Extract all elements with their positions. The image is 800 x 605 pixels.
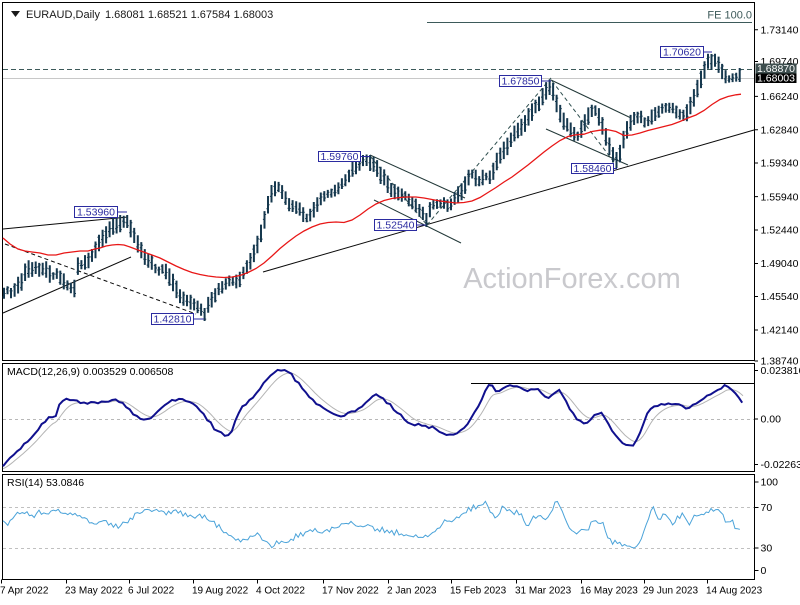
- svg-text:6 Jul 2022: 6 Jul 2022: [128, 585, 175, 596]
- svg-text:ActionForex.com: ActionForex.com: [463, 263, 681, 295]
- svg-text:100: 100: [761, 477, 779, 489]
- svg-text:1.59340: 1.59340: [761, 158, 799, 170]
- svg-text:7 Apr 2022: 7 Apr 2022: [0, 585, 49, 596]
- svg-text:FE 100.0: FE 100.0: [707, 10, 752, 22]
- svg-text:EURAUD,Daily: EURAUD,Daily: [26, 9, 100, 21]
- svg-text:1.55940: 1.55940: [761, 191, 799, 203]
- svg-text:1.70620: 1.70620: [663, 47, 701, 59]
- svg-text:31 Mar 2023: 31 Mar 2023: [515, 585, 572, 596]
- svg-text:1.49040: 1.49040: [761, 258, 799, 270]
- svg-text:1.66240: 1.66240: [761, 91, 799, 103]
- svg-text:MACD(12,26,9) 0.003529 0.00650: MACD(12,26,9) 0.003529 0.006508: [7, 366, 174, 378]
- svg-text:1.62840: 1.62840: [761, 124, 799, 136]
- svg-text:1.53960: 1.53960: [77, 207, 115, 219]
- svg-text:1.42810: 1.42810: [154, 314, 192, 326]
- svg-text:1.73140: 1.73140: [761, 24, 799, 36]
- svg-text:4 Oct 2022: 4 Oct 2022: [256, 585, 305, 596]
- svg-text:1.68003: 1.68003: [757, 73, 795, 85]
- svg-text:RSI(14) 53.0846: RSI(14) 53.0846: [7, 477, 84, 489]
- svg-text:19 Aug 2022: 19 Aug 2022: [192, 585, 249, 596]
- svg-text:1.58460: 1.58460: [574, 163, 612, 175]
- svg-text:2 Jan 2023: 2 Jan 2023: [387, 585, 437, 596]
- svg-text:23 May 2022: 23 May 2022: [65, 585, 123, 596]
- svg-text:1.42140: 1.42140: [761, 325, 799, 337]
- svg-text:1.68081 1.68521 1.67584 1.6800: 1.68081 1.68521 1.67584 1.68003: [105, 9, 273, 21]
- svg-text:1.45540: 1.45540: [761, 291, 799, 303]
- svg-text:16 May 2023: 16 May 2023: [580, 585, 638, 596]
- svg-text:1.52440: 1.52440: [761, 225, 799, 237]
- svg-text:-0.02263: -0.02263: [761, 459, 800, 471]
- svg-text:14 Aug 2023: 14 Aug 2023: [706, 585, 763, 596]
- svg-text:29 Jun 2023: 29 Jun 2023: [643, 585, 698, 596]
- svg-text:30: 30: [761, 543, 773, 555]
- svg-text:1.67850: 1.67850: [502, 76, 540, 88]
- svg-text:70: 70: [761, 502, 773, 514]
- svg-text:0.00: 0.00: [761, 414, 782, 426]
- svg-text:1.52540: 1.52540: [377, 220, 415, 232]
- svg-text:15 Feb 2023: 15 Feb 2023: [450, 585, 507, 596]
- svg-text:17 Nov 2022: 17 Nov 2022: [322, 585, 379, 596]
- svg-text:0: 0: [761, 565, 767, 577]
- svg-text:0.023816: 0.023816: [761, 365, 800, 377]
- svg-text:1.59760: 1.59760: [321, 151, 359, 163]
